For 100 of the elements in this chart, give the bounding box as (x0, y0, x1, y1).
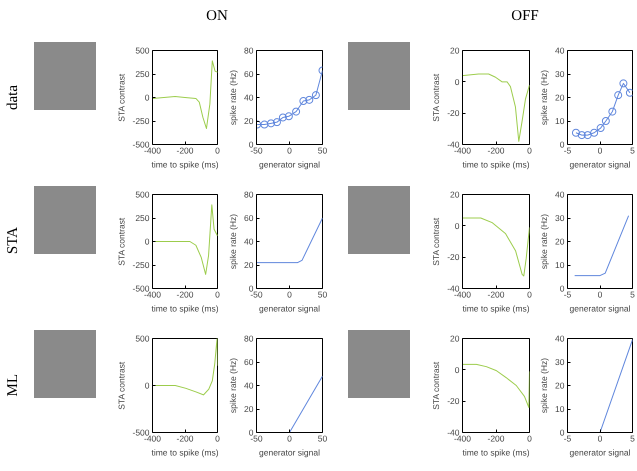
x-tick-label: -200 (487, 290, 505, 300)
point (572, 128, 580, 137)
y-axis-title: STA contrast (431, 217, 442, 266)
x-tick-label: 50 (318, 146, 328, 156)
x-tick-label: 0 (527, 290, 532, 300)
point (619, 79, 628, 88)
x-tick-label: -5 (564, 290, 572, 300)
x-axis-title: time to spike (ms) (462, 304, 530, 314)
x-axis-title: generator signal (570, 448, 631, 458)
y-tick-label: 10 (555, 116, 565, 126)
y-tick-label: 60 (244, 69, 254, 79)
y-tick-label: -500 (132, 284, 150, 294)
x-tick-label: 0 (287, 434, 292, 444)
y-tick-label: -20 (447, 108, 460, 118)
y-tick-label: 40 (244, 92, 254, 102)
line-series (462, 364, 530, 408)
x-tick-label: 5 (630, 434, 636, 444)
point (602, 117, 610, 125)
x-tick-label: -200 (176, 146, 194, 156)
point (584, 131, 592, 140)
text: STA (4, 227, 22, 255)
line-series (462, 74, 530, 142)
y-tick-label: 40 (244, 236, 254, 246)
y-tick-label: -500 (132, 428, 150, 438)
x-tick-label: -5 (564, 434, 572, 444)
y-tick-label: 80 (244, 190, 254, 200)
point (272, 118, 281, 126)
x-tick-label: 0 (215, 290, 220, 300)
x-axis-title: time to spike (ms) (462, 160, 530, 170)
y-tick-label: 20 (555, 92, 565, 102)
y-tick-label: 40 (244, 380, 254, 390)
y-tick-label: 20 (450, 46, 460, 56)
line-series (152, 60, 218, 130)
x-axis-title: time to spike (ms) (151, 304, 219, 314)
line-series (462, 218, 530, 276)
y-tick-label: -40 (447, 284, 460, 294)
y-tick-label: -20 (447, 396, 460, 406)
y-tick-label: -40 (447, 140, 460, 150)
y-tick-label: 20 (244, 116, 254, 126)
text: ML (4, 374, 22, 396)
point (312, 91, 320, 100)
point (614, 91, 622, 100)
x-axis-title: generator signal (570, 304, 631, 314)
y-tick-label: 500 (135, 334, 150, 344)
y-tick-label: -20 (447, 252, 460, 262)
x-axis-title: generator signal (570, 160, 631, 170)
y-tick-label: 0 (454, 364, 460, 375)
y-axis-title: STA contrast (116, 361, 126, 410)
x-tick-label: 5 (630, 146, 636, 156)
y-tick-label: 10 (555, 404, 565, 414)
y-tick-label: 0 (144, 92, 150, 102)
point (608, 108, 616, 116)
y-axis-title: STA contrast (116, 217, 126, 266)
y-tick-label: 60 (244, 213, 254, 223)
x-tick-label: 0 (527, 146, 532, 156)
x-tick-label: 0 (598, 290, 603, 300)
y-tick-label: 20 (244, 260, 254, 270)
x-tick-label: 0 (287, 290, 292, 300)
y-tick-label: 40 (555, 334, 565, 344)
y-tick-label: 250 (135, 213, 150, 223)
y-tick-label: 20 (244, 404, 254, 414)
x-tick-label: -200 (176, 434, 194, 444)
y-tick-label: 10 (555, 260, 565, 270)
x-axis-title: time to spike (ms) (151, 160, 219, 170)
y-tick-label: 500 (135, 190, 150, 200)
y-tick-label: 60 (244, 357, 254, 367)
y-tick-label: 20 (450, 334, 460, 344)
y-tick-label: -40 (447, 428, 460, 438)
x-tick-label: -200 (487, 434, 505, 444)
y-tick-label: 250 (135, 69, 150, 79)
x-tick-label: 50 (318, 290, 328, 300)
x-tick-label: -200 (176, 290, 194, 300)
y-tick-label: -500 (132, 140, 150, 150)
y-axis-title: STA contrast (431, 73, 442, 122)
y-tick-label: 30 (555, 69, 565, 79)
point (292, 108, 300, 116)
point (278, 113, 287, 122)
x-tick-label: 50 (318, 434, 328, 444)
y-tick-label: 40 (555, 190, 565, 200)
point (284, 112, 293, 120)
x-tick-label: 0 (287, 146, 292, 156)
x-tick-label: 0 (215, 434, 220, 444)
line-series (152, 204, 218, 275)
y-tick-label: 80 (244, 334, 254, 344)
point (305, 96, 314, 104)
x-tick-label: 0 (598, 146, 603, 156)
y-tick-label: 40 (555, 46, 565, 56)
y-tick-label: 0 (144, 380, 150, 390)
y-axis-title: spike rate (Hz) (228, 214, 238, 270)
y-tick-label: 0 (454, 220, 460, 231)
point (267, 119, 276, 128)
y-tick-label: 20 (450, 190, 460, 200)
point (626, 88, 632, 97)
y-axis-title: spike rate (Hz) (539, 70, 550, 126)
x-axis-title: time to spike (ms) (462, 448, 530, 458)
point (299, 97, 308, 106)
x-axis-title: time to spike (ms) (151, 448, 219, 458)
y-tick-label: 500 (135, 46, 150, 56)
x-axis-title: generator signal (259, 160, 320, 170)
point (578, 131, 586, 140)
